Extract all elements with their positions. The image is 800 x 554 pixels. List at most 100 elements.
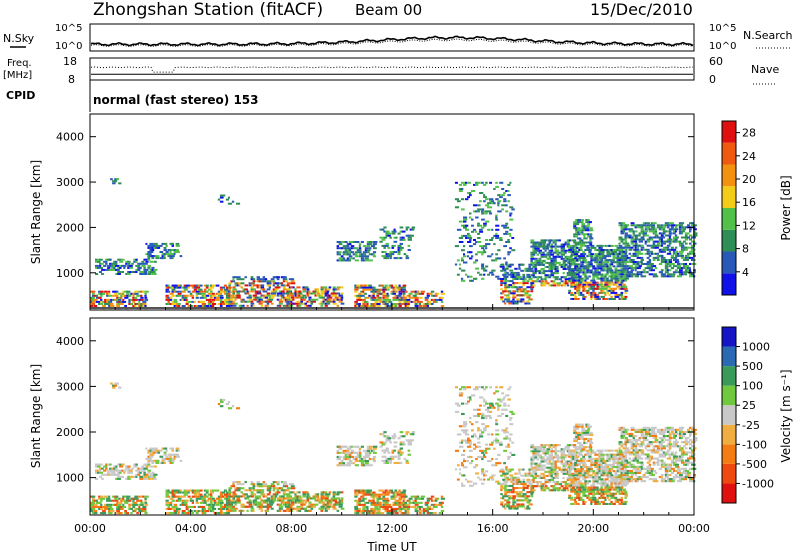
power-cell — [167, 284, 170, 287]
velocity-cell — [107, 471, 111, 474]
power-cell — [544, 270, 547, 273]
velocity-cell — [505, 408, 508, 411]
velocity-cell — [510, 505, 513, 508]
power-cell — [258, 286, 262, 289]
power-cell — [618, 263, 621, 265]
power-cell — [430, 290, 435, 293]
power-cell — [532, 241, 536, 244]
power-cell — [310, 292, 314, 295]
velocity-cell — [346, 449, 350, 452]
power-cell — [405, 234, 410, 237]
power-cell — [195, 286, 201, 289]
velocity-cell — [165, 503, 170, 506]
power-cell — [354, 305, 357, 307]
power-cell — [284, 278, 288, 281]
velocity-cell — [394, 495, 398, 498]
velocity-cell — [348, 447, 352, 450]
velocity-cell — [153, 473, 158, 476]
power-cell — [626, 273, 631, 276]
velocity-cell — [340, 491, 344, 494]
power-cell — [570, 298, 574, 300]
power-cell — [302, 298, 306, 301]
velocity-cell — [278, 505, 284, 508]
power-cell — [394, 284, 398, 287]
velocity-cell — [219, 495, 223, 498]
velocity-cell — [340, 497, 344, 500]
velocity-cell — [167, 459, 172, 462]
power-cell — [562, 247, 566, 250]
velocity-cell — [117, 463, 120, 466]
power-cell — [132, 305, 135, 307]
power-cell — [646, 271, 649, 274]
power-cell — [147, 246, 151, 249]
power-cell — [384, 300, 387, 303]
power-cell — [175, 303, 180, 305]
power-cell — [638, 273, 643, 276]
velocity-cell — [522, 480, 526, 483]
power-cell — [422, 303, 426, 305]
power-cell — [672, 248, 677, 251]
power-cell — [574, 267, 578, 270]
velocity-cell — [360, 499, 365, 502]
power-cell — [193, 284, 197, 287]
velocity-cell — [426, 497, 430, 500]
power-cell — [644, 226, 647, 229]
velocity-cell — [102, 497, 106, 500]
power-cell — [624, 273, 629, 276]
power-cell — [434, 300, 438, 303]
velocity-cell — [344, 464, 349, 467]
velocity-cell — [175, 455, 180, 458]
velocity-cell — [179, 489, 182, 492]
power-cell — [582, 267, 586, 270]
power-cell — [428, 303, 432, 305]
power-cell — [676, 236, 679, 239]
power-cell — [232, 286, 236, 289]
power-cell — [662, 226, 666, 229]
power-cell — [434, 292, 438, 295]
power-cell — [338, 251, 342, 254]
power-cell — [362, 288, 366, 291]
velocity-cell — [298, 491, 301, 494]
velocity-cell — [368, 489, 372, 492]
power-cell — [526, 286, 531, 289]
power-cell — [401, 236, 405, 239]
power-cell — [304, 296, 307, 299]
power-cell — [270, 302, 274, 305]
velocity-cell — [530, 487, 533, 490]
velocity-cell — [173, 455, 178, 458]
velocity-cell — [120, 507, 124, 510]
power-colorbar-block — [722, 164, 736, 187]
power-cell — [632, 232, 635, 235]
power-cell — [405, 226, 410, 229]
velocity-cell — [240, 487, 245, 490]
velocity-cell — [524, 493, 527, 496]
velocity-cell — [382, 501, 386, 504]
velocity-cell — [500, 482, 505, 485]
power-cell — [622, 255, 626, 258]
velocity-cell — [143, 463, 148, 466]
power-cell — [616, 269, 620, 272]
velocity-cell — [524, 482, 527, 485]
power-cell — [272, 280, 276, 283]
power-cell — [487, 243, 491, 246]
power-cell — [98, 296, 102, 299]
power-cell — [566, 239, 570, 242]
velocity-cell — [177, 510, 181, 513]
power-cell — [393, 228, 396, 231]
power-cell — [658, 244, 662, 247]
velocity-cell — [286, 507, 290, 510]
power-cell — [640, 271, 643, 274]
velocity-cell — [384, 493, 387, 496]
power-cell — [134, 296, 138, 299]
velocity-cell — [144, 501, 148, 504]
nsky-label: N.Sky — [3, 32, 35, 45]
velocity-cell — [497, 462, 502, 465]
velocity-cell — [489, 402, 494, 405]
velocity-cell — [512, 501, 517, 504]
velocity-cell — [221, 491, 226, 494]
power-cell — [678, 224, 683, 227]
power-cell — [624, 251, 628, 253]
velocity-cell — [358, 455, 362, 458]
velocity-cell — [360, 462, 365, 465]
power-cell — [542, 245, 547, 248]
